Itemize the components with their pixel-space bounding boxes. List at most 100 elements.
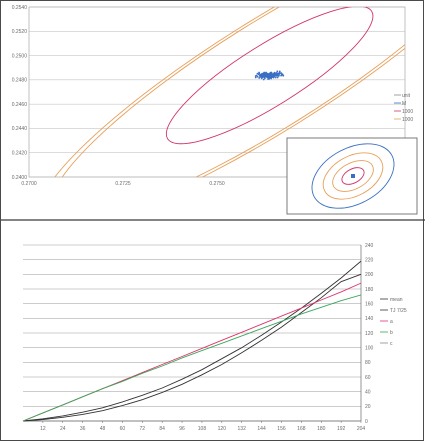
top-y-tick-label: 0.2500: [12, 53, 28, 59]
inset-ring: [332, 160, 374, 192]
bottom-y-tick-label: 100: [365, 345, 374, 351]
bottom-legend: mean TJ 7/25 abc: [380, 297, 407, 347]
bottom-y-tick-label: 240: [365, 243, 374, 249]
bottom-x-tick-label: 132: [238, 426, 247, 432]
bottom-y-tick-label: 160: [365, 301, 374, 307]
scatter-point: [269, 73, 272, 76]
top-y-tick-label: 0.2480: [12, 78, 28, 84]
top-y-tick-label: 0.2540: [12, 5, 28, 11]
confidence-ellipse: [50, 7, 405, 177]
top-ellipses: [37, 7, 405, 177]
scatter-point: [278, 72, 281, 75]
bottom-legend-label: TJ 7/25: [390, 308, 407, 314]
bottom-y-tick-label: 180: [365, 287, 374, 293]
scatter-point: [258, 77, 261, 79]
bottom-legend-label: b: [390, 330, 393, 336]
scatter-point: [260, 77, 263, 80]
bottom-tick-labels: 0 20 40 60 80 100 120 140 160 180 200 220 240 12 24 36 4…: [40, 243, 373, 432]
top-x-tick-label: 0.2700: [21, 181, 37, 187]
scatter-point: [272, 76, 275, 79]
bottom-x-tick-label: 120: [218, 426, 227, 432]
bottom-gridlines: [23, 244, 362, 422]
bottom-series-lines: [22, 260, 362, 422]
top-legend-label: M: [402, 101, 406, 107]
top-y-tick-label: 0.2520: [12, 29, 28, 35]
top-y-tick-label: 0.2420: [12, 151, 28, 157]
inset-center-marker: [351, 174, 355, 178]
bottom-y-tick-label: 220: [365, 257, 374, 263]
top-legend-label: 1000: [402, 109, 413, 115]
series-line: [22, 273, 362, 422]
inset-ring: [341, 167, 365, 185]
scatter-point: [275, 74, 278, 77]
bottom-y-tick-label: 200: [365, 272, 374, 278]
bottom-legend-label: mean: [390, 297, 403, 303]
inset-ring: [322, 152, 384, 200]
series-line: [22, 260, 362, 422]
scatter-point: [282, 74, 284, 77]
bottom-y-tick-label: 20: [365, 404, 371, 410]
top-scatter-points: [254, 70, 285, 81]
scatter-point: [262, 74, 265, 77]
top-legend-label: unit: [402, 93, 411, 99]
inset-rings: [311, 143, 395, 209]
top-y-tick-label: 0.2460: [12, 102, 28, 108]
bottom-x-tick-label: 180: [317, 426, 326, 432]
top-ellipse-group: [37, 7, 405, 177]
bottom-x-tick-label: 48: [100, 426, 106, 432]
scatter-point: [263, 71, 266, 74]
top-x-tick-label: 0.2750: [209, 181, 225, 187]
scatter-point: [268, 75, 270, 78]
top-legend-label: 1000: [402, 117, 413, 123]
bottom-x-tick-label: 108: [198, 426, 207, 432]
scatter-point: [274, 76, 277, 79]
scatter-point: [280, 72, 283, 75]
bottom-y-tick-label: 80: [365, 360, 371, 366]
scatter-point: [264, 75, 267, 78]
bottom-y-tick-label: 120: [365, 331, 374, 337]
scatter-point: [272, 73, 275, 75]
scatter-point: [256, 72, 259, 75]
top-y-tick-label: 0.2440: [12, 126, 28, 132]
scatter-point: [262, 78, 265, 81]
bottom-y-tick-label: 60: [365, 375, 371, 381]
series-line: [22, 294, 362, 422]
bottom-y-tick-label: 140: [365, 316, 374, 322]
scatter-point: [254, 76, 257, 79]
confidence-ellipse: [165, 7, 374, 145]
bottom-y-tick-label: 40: [365, 389, 371, 395]
bottom-x-tick-label: 168: [297, 426, 306, 432]
bottom-x-tick-label: 36: [80, 426, 86, 432]
bottom-x-tick-label: 204: [357, 426, 366, 432]
top-x-tick-label: 0.2725: [115, 181, 131, 187]
bottom-x-tick-label: 72: [140, 426, 146, 432]
bottom-x-tick-label: 192: [337, 426, 346, 432]
bottom-x-tick-label: 24: [60, 426, 66, 432]
scatter-point: [259, 74, 262, 77]
scatter-point: [265, 71, 268, 74]
scatter-point: [278, 74, 281, 76]
inset-panel: [286, 137, 418, 215]
bottom-x-tick-label: 60: [120, 426, 126, 432]
top-legend: unit M 1000 1000: [394, 93, 413, 123]
scatter-point: [266, 75, 269, 78]
bottom-y-tick-label: 0: [365, 419, 368, 425]
bottom-legend-label: c: [390, 341, 393, 347]
top-y-tick-label: 0.2400: [12, 175, 28, 181]
top-gridlines: [28, 6, 406, 178]
scatter-point: [266, 73, 269, 75]
scatter-point: [267, 78, 270, 80]
scatter-point: [277, 72, 280, 75]
bottom-x-tick-label: 84: [159, 426, 165, 432]
scatter-point: [255, 74, 258, 77]
bottom-x-tick-label: 12: [40, 426, 46, 432]
scatter-point: [276, 76, 279, 79]
bottom-legend-label: a: [390, 319, 393, 325]
bottom-x-tick-label: 156: [277, 426, 286, 432]
bottom-x-tick-label: 96: [179, 426, 185, 432]
scatter-point: [276, 70, 279, 73]
scatter-point: [271, 74, 274, 77]
bottom-x-tick-label: 144: [257, 426, 266, 432]
